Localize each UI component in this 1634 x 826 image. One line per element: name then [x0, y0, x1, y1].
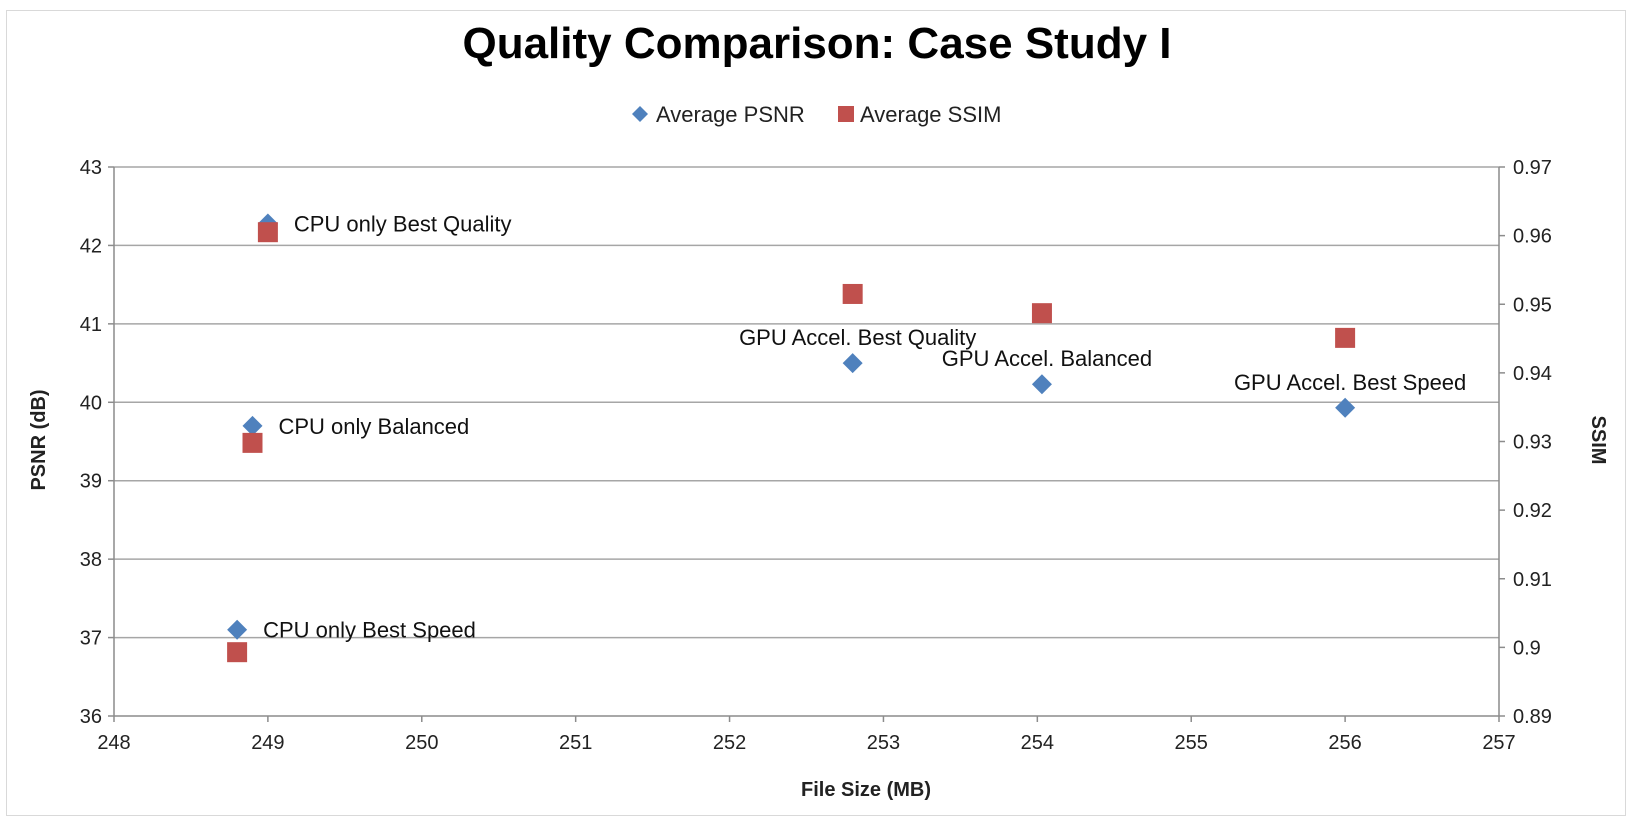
- x-axis-title: File Size (MB): [801, 779, 931, 801]
- x-tick-label-256: 256: [1328, 732, 1361, 754]
- y-tick-label-36: 36: [80, 706, 102, 728]
- point-label-2: CPU only Best Speed: [263, 618, 476, 643]
- point-labels: CPU only Best Quality CPU only Balanced CP…: [263, 211, 1466, 642]
- y2-tick-label-0.97: 0.97: [1513, 157, 1552, 179]
- y-tick-label-40: 40: [80, 392, 102, 414]
- y2-tick-label-0.91: 0.91: [1513, 569, 1552, 591]
- point-label-0: CPU only Best Quality: [294, 211, 512, 236]
- legend-diamond-icon: [632, 106, 648, 122]
- legend-label-ssim: Average SSIM: [860, 102, 1001, 127]
- y2-tick-label-0.95: 0.95: [1513, 294, 1552, 316]
- ssim-point-3: [842, 283, 863, 304]
- legend-label-psnr: Average PSNR: [656, 102, 805, 127]
- y-tick-label-38: 38: [80, 549, 102, 571]
- legend-item-psnr: Average PSNR: [632, 102, 805, 127]
- x-tick-label-255: 255: [1175, 732, 1208, 754]
- legend-item-ssim: Average SSIM: [838, 102, 1001, 127]
- psnr-point-3: [842, 353, 863, 374]
- x-tick-label-250: 250: [405, 732, 438, 754]
- data-marks: [227, 213, 1356, 663]
- x-tick-label-254: 254: [1021, 732, 1054, 754]
- psnr-point-2: [227, 619, 248, 640]
- y2-tick-label-0.9: 0.9: [1513, 637, 1541, 659]
- tick-labels: 36 37 38 39 40 41 42 43 0.89 0.9 0.91 0.92 0.93 0.94 0…: [80, 157, 1552, 754]
- point-label-4: GPU Accel. Balanced: [942, 346, 1152, 371]
- y-tick-label-41: 41: [80, 314, 102, 336]
- y-tick-label-37: 37: [80, 628, 102, 650]
- gridlines: [114, 166, 1499, 639]
- y2-tick-label-0.96: 0.96: [1513, 226, 1552, 248]
- y-tick-label-39: 39: [80, 471, 102, 493]
- ssim-point-4: [1031, 303, 1052, 324]
- x-tick-label-251: 251: [559, 732, 592, 754]
- point-label-1: CPU only Balanced: [279, 414, 470, 439]
- x-tick-label-257: 257: [1482, 732, 1515, 754]
- x-tick-label-252: 252: [713, 732, 746, 754]
- x-tick-label-253: 253: [867, 732, 900, 754]
- y2-axis-title: SSIM: [1587, 416, 1609, 465]
- legend: Average PSNR Average SSIM: [632, 102, 1001, 127]
- y-tick-label-43: 43: [80, 157, 102, 179]
- y2-tick-label-0.94: 0.94: [1513, 363, 1552, 385]
- chart-title: Quality Comparison: Case Study I: [462, 19, 1171, 68]
- y2-tick-label-0.93: 0.93: [1513, 432, 1552, 454]
- ssim-point-1: [242, 432, 263, 453]
- psnr-point-4: [1031, 374, 1052, 395]
- legend-square-icon: [838, 106, 854, 122]
- point-label-5: GPU Accel. Best Speed: [1234, 370, 1466, 395]
- x-tick-label-249: 249: [251, 732, 284, 754]
- ssim-point-2: [227, 642, 248, 663]
- y-tick-label-42: 42: [80, 235, 102, 257]
- psnr-point-5: [1335, 397, 1356, 418]
- point-label-3: GPU Accel. Best Quality: [739, 325, 976, 350]
- chart-frame: [6, 10, 1626, 816]
- axes: [108, 166, 1505, 722]
- psnr-point-1: [242, 415, 263, 436]
- x-tick-label-248: 248: [97, 732, 130, 754]
- ssim-point-5: [1335, 327, 1356, 348]
- y2-tick-label-0.89: 0.89: [1513, 706, 1552, 728]
- y-axis-title: PSNR (dB): [28, 389, 50, 490]
- y2-tick-label-0.92: 0.92: [1513, 500, 1552, 522]
- ssim-point-0: [257, 222, 278, 243]
